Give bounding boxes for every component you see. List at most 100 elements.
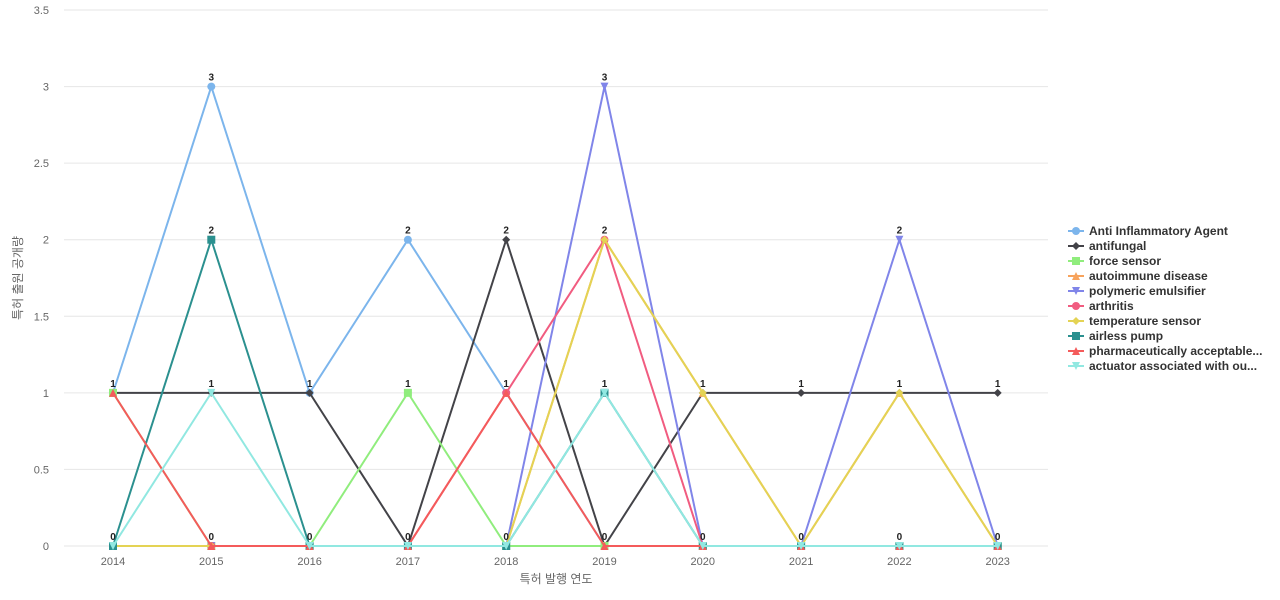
data-point — [207, 235, 216, 244]
data-point — [600, 388, 609, 397]
data-point — [1072, 272, 1080, 280]
y-tick-label: 1 — [43, 388, 49, 400]
data-point — [305, 388, 314, 397]
data-point — [1072, 257, 1080, 265]
legend-item: autoimmune disease — [1068, 269, 1208, 283]
y-tick-label: 0.5 — [34, 464, 49, 476]
data-label: 1 — [503, 379, 509, 390]
data-point — [895, 542, 904, 550]
data-label: 0 — [798, 532, 804, 543]
data-label: 0 — [405, 532, 411, 543]
data-point — [502, 542, 511, 550]
data-label: 2 — [405, 226, 411, 237]
data-labels: 1 0 3 2 1 0 1 0 2 1 0 2 1 0 3 2 1 0 1 0 1 0 2 1 0 1 0 — [110, 73, 1001, 543]
data-point — [993, 388, 1002, 397]
legend-item: pharmaceutically acceptable... — [1068, 344, 1262, 358]
data-point — [895, 235, 904, 244]
data-point — [797, 542, 806, 550]
legend-item: antifungal — [1068, 239, 1146, 253]
data-label: 0 — [700, 532, 706, 543]
legend-label: temperature sensor — [1089, 314, 1201, 328]
legend-label: arthritis — [1089, 299, 1134, 313]
x-tick-label: 2016 — [297, 556, 321, 568]
data-point — [109, 388, 117, 397]
y-tick-label: 2.5 — [34, 158, 49, 170]
data-label: 1 — [209, 379, 215, 390]
x-tick-label: 2023 — [985, 556, 1009, 568]
y-tick-label: 3.5 — [34, 5, 49, 17]
y-axis: 0 0.5 1 1.5 2 2.5 3 3.5 — [34, 5, 49, 553]
x-tick-label: 2019 — [592, 556, 616, 568]
data-point — [600, 82, 609, 91]
x-tick-label: 2020 — [691, 556, 715, 568]
data-point — [109, 542, 117, 550]
data-label: 2 — [602, 226, 608, 237]
data-point — [1072, 317, 1080, 325]
series-line — [112, 391, 998, 547]
series — [109, 388, 1002, 550]
y-tick-label: 1.5 — [34, 311, 49, 323]
data-label: 1 — [897, 379, 903, 390]
data-label: 3 — [209, 73, 215, 84]
plot-area — [109, 82, 1002, 550]
data-label: 1 — [995, 379, 1001, 390]
x-axis: 2014 2015 2016 2017 2018 2019 2020 2021 2022 2023 — [101, 556, 1010, 568]
data-label: 0 — [307, 532, 313, 543]
legend-label: pharmaceutically acceptable... — [1089, 344, 1262, 358]
legend-label: force sensor — [1089, 254, 1161, 268]
data-point — [600, 542, 609, 550]
data-label: 3 — [602, 73, 608, 84]
data-point — [403, 388, 412, 397]
data-point — [207, 388, 216, 397]
data-point — [207, 82, 216, 91]
data-point — [600, 235, 609, 244]
data-point — [1072, 362, 1080, 370]
data-point — [993, 542, 1002, 550]
legend-item: actuator associated with ou... — [1068, 359, 1257, 373]
data-point — [502, 235, 511, 244]
data-label: 1 — [602, 379, 608, 390]
x-tick-label: 2022 — [887, 556, 911, 568]
data-label: 0 — [209, 532, 215, 543]
legend-label: autoimmune disease — [1089, 269, 1208, 283]
data-label: 0 — [995, 532, 1001, 543]
data-point — [797, 388, 806, 397]
x-tick-label: 2015 — [199, 556, 223, 568]
data-label: 0 — [602, 532, 608, 543]
data-label: 0 — [503, 532, 509, 543]
legend-label: Anti Inflammatory Agent — [1089, 224, 1228, 238]
data-label: 2 — [503, 226, 509, 237]
y-tick-label: 2 — [43, 235, 49, 247]
data-point — [1072, 347, 1080, 355]
data-point — [1072, 227, 1080, 235]
data-point — [698, 388, 707, 397]
y-tick-label: 0 — [43, 541, 49, 553]
data-point — [305, 542, 314, 550]
legend-item: arthritis — [1068, 299, 1134, 313]
legend-item: force sensor — [1068, 254, 1161, 268]
legend-label: polymeric emulsifier — [1089, 284, 1206, 298]
data-point — [1072, 302, 1080, 310]
data-point — [207, 542, 216, 550]
data-point — [403, 542, 412, 550]
legend-item: temperature sensor — [1068, 314, 1201, 328]
x-tick-label: 2017 — [396, 556, 420, 568]
data-label: 0 — [110, 532, 116, 543]
y-axis-title: 특허 출원 공개량 — [11, 236, 25, 320]
x-tick-label: 2014 — [101, 556, 125, 568]
data-point — [1072, 242, 1080, 250]
data-label: 1 — [307, 379, 313, 390]
data-point — [403, 235, 412, 244]
data-point — [895, 388, 904, 397]
legend-item: Anti Inflammatory Agent — [1068, 224, 1228, 238]
data-label: 1 — [700, 379, 706, 390]
legend-item: polymeric emulsifier — [1068, 284, 1206, 298]
data-label: 2 — [209, 226, 215, 237]
data-label: 2 — [897, 226, 903, 237]
data-point — [502, 388, 511, 397]
data-label: 1 — [798, 379, 804, 390]
x-axis-title: 특허 발행 연도 — [520, 571, 593, 586]
legend-item: airless pump — [1068, 329, 1163, 343]
